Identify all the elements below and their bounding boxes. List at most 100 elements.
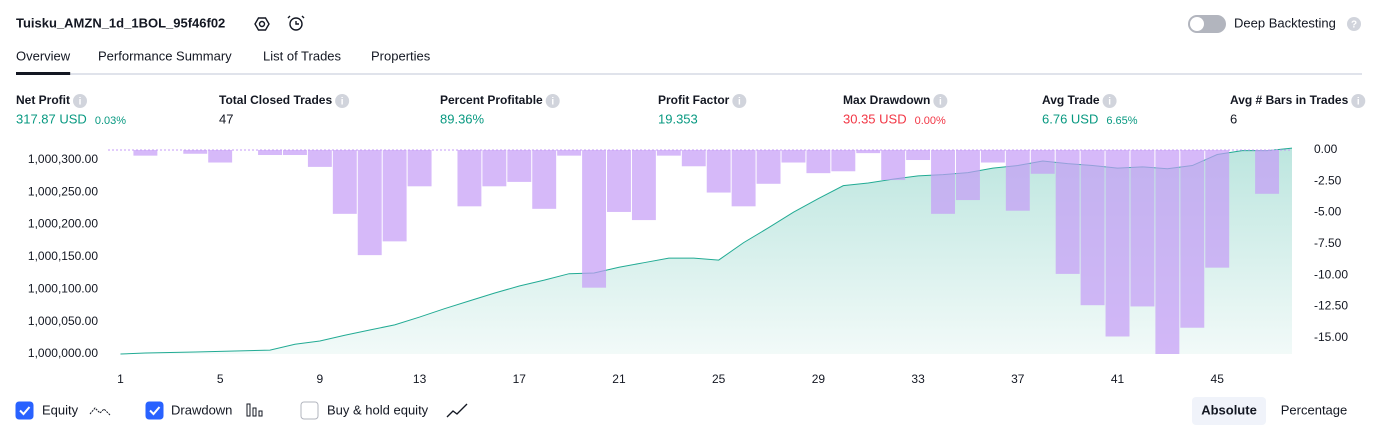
checkbox[interactable]	[145, 401, 164, 420]
drawdown-bar	[133, 150, 158, 156]
drawdown-bar	[407, 150, 432, 187]
stat-label: Avg Trade	[1042, 93, 1100, 107]
drawdown-bar	[258, 150, 282, 156]
alert-icon[interactable]	[287, 15, 305, 31]
stat-change: 0.03%	[95, 115, 126, 127]
drawdown-bar	[582, 150, 607, 288]
drawdown-bar	[507, 150, 532, 182]
drawdown-bar	[183, 150, 208, 154]
deep-backtesting-toggle[interactable]	[1188, 15, 1226, 33]
info-icon[interactable]	[1351, 94, 1366, 108]
drawdown-bar	[756, 150, 781, 184]
drawdown-bar	[557, 150, 582, 156]
stat-change: 0.00%	[915, 115, 946, 127]
checkmark	[149, 406, 161, 416]
y2-tick-label: 0.00	[1314, 142, 1338, 156]
tab[interactable]: List of Trades	[263, 48, 342, 63]
y-tick-label: 1,000,100.00	[28, 281, 98, 295]
x-tick-label: 33	[911, 372, 925, 386]
info-glyph: i	[341, 97, 344, 108]
legend-label: Equity	[42, 402, 79, 417]
legend-label: Drawdown	[171, 402, 232, 417]
info-icon[interactable]	[1102, 94, 1117, 108]
x-tick-label: 25	[712, 372, 726, 386]
drawdown-bar	[1180, 150, 1205, 328]
drawdown-bar	[906, 150, 931, 161]
stat-value: 19.353	[658, 111, 698, 126]
mode-button[interactable]: Absolute	[1201, 402, 1257, 417]
buy-hold-icon	[446, 403, 468, 418]
checkbox[interactable]	[300, 401, 319, 420]
y-tick-label: 1,000,050.00	[28, 314, 98, 328]
stat-label: Net Profit	[16, 93, 70, 107]
drawdown-bar	[931, 150, 955, 214]
stat-value: 30.35 USD	[843, 111, 907, 126]
info-glyph: i	[551, 97, 554, 108]
checkbox[interactable]	[15, 401, 34, 420]
y2-tick-label: -7.50	[1314, 236, 1342, 250]
y2-tick-label: -15.00	[1314, 330, 1348, 344]
drawdown-bar	[332, 150, 357, 214]
info-icon[interactable]	[933, 94, 948, 108]
x-tick-label: 21	[612, 372, 626, 386]
x-tick-label: 29	[812, 372, 826, 386]
drawdown-bar	[781, 150, 806, 163]
stat-label: Percent Profitable	[440, 93, 543, 107]
y-tick-label: 1,000,200.00	[28, 217, 98, 231]
drawdown-bar	[656, 150, 681, 156]
info-glyph: i	[1108, 97, 1111, 108]
tab[interactable]: Properties	[371, 48, 431, 63]
drawdown-bar	[731, 150, 756, 207]
info-icon[interactable]	[545, 94, 560, 108]
drawdown-bar	[532, 150, 557, 209]
stat-label: Total Closed Trades	[219, 93, 332, 107]
info-icon[interactable]	[335, 94, 350, 108]
drawdown-bar	[980, 150, 1005, 163]
drawdown-bar	[631, 150, 656, 221]
drawdown-bar	[806, 150, 831, 174]
drawdown-bar	[1055, 150, 1080, 274]
stat-label: Profit Factor	[658, 93, 730, 107]
drawdown-bar	[357, 150, 382, 256]
stat-label: Avg # Bars in Trades	[1230, 93, 1349, 107]
info-glyph: i	[1357, 97, 1360, 108]
checkmark	[19, 406, 31, 416]
help-icon[interactable]: ?	[1347, 17, 1361, 31]
drawdown-bar	[831, 150, 856, 172]
stat-value: 6	[1230, 111, 1237, 126]
y2-tick-label: -2.50	[1314, 173, 1342, 187]
y-tick-label: 1,000,150.00	[28, 249, 98, 263]
info-icon[interactable]	[73, 94, 87, 108]
drawdown-bar	[457, 150, 482, 207]
stat-value: 317.87 USD	[16, 111, 87, 126]
drawdown-bar	[1080, 150, 1105, 306]
legend-label: Buy & hold equity	[327, 402, 429, 417]
drawdown-bar	[282, 150, 307, 156]
toggle-label: Deep Backtesting	[1234, 15, 1336, 30]
x-tick-label: 41	[1111, 372, 1125, 386]
drawdown-bar	[1155, 150, 1180, 354]
info-glyph: i	[939, 97, 942, 108]
info-glyph: i	[738, 97, 741, 108]
x-tick-label: 1	[117, 372, 124, 386]
tab[interactable]: Performance Summary	[98, 48, 232, 63]
svg-text:?: ?	[1351, 20, 1357, 31]
info-glyph: i	[79, 97, 82, 108]
y2-tick-label: -12.50	[1314, 299, 1348, 313]
y2-tick-label: -10.00	[1314, 267, 1348, 281]
x-tick-label: 9	[317, 372, 324, 386]
drawdown-bar	[1130, 150, 1155, 307]
drawdown-bar	[1030, 150, 1055, 174]
drawdown-bar	[706, 150, 731, 193]
info-icon[interactable]	[732, 94, 747, 108]
stat-label: Max Drawdown	[843, 93, 930, 107]
x-tick-label: 45	[1211, 372, 1225, 386]
stat-change: 6.65%	[1106, 115, 1137, 127]
x-tick-label: 13	[413, 372, 427, 386]
mode-button[interactable]: Percentage	[1281, 402, 1348, 417]
drawdown-bar	[1205, 150, 1230, 268]
x-tick-label: 5	[217, 372, 224, 386]
settings-icon[interactable]	[254, 17, 270, 31]
y2-tick-label: -5.00	[1314, 205, 1342, 219]
tab[interactable]: Overview	[16, 48, 71, 63]
